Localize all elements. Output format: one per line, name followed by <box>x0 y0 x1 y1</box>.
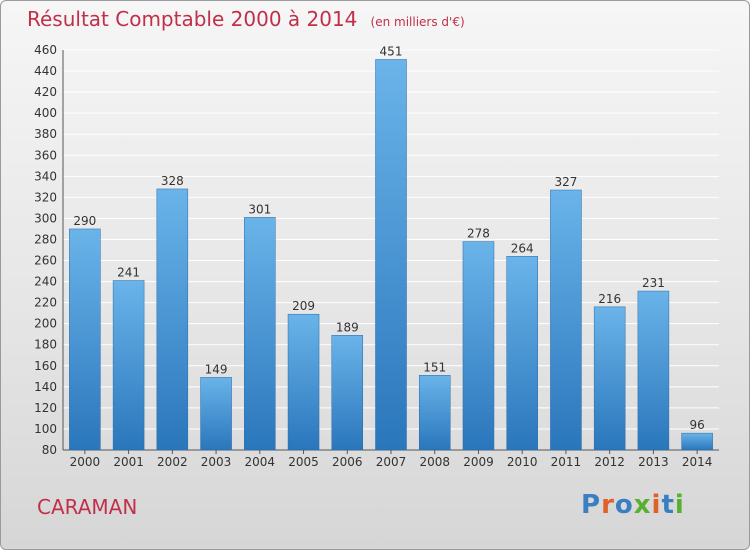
data-label: 328 <box>161 174 184 188</box>
y-tick-label: 420 <box>34 85 57 99</box>
logo-letter: t <box>661 490 675 520</box>
y-tick-label: 180 <box>34 338 57 352</box>
data-label: 151 <box>423 360 446 374</box>
y-tick-label: 200 <box>34 317 57 331</box>
bar <box>462 241 495 451</box>
y-tick-label: 280 <box>34 232 57 246</box>
y-tick-label: 140 <box>34 380 57 394</box>
x-tick-label: 2014 <box>682 455 713 469</box>
y-tick-label: 460 <box>34 43 57 57</box>
x-tick-label: 2007 <box>376 455 407 469</box>
data-label: 189 <box>336 320 359 334</box>
data-label: 216 <box>598 292 621 306</box>
bar <box>69 228 101 451</box>
data-label: 149 <box>205 362 228 376</box>
x-tick-label: 2004 <box>245 455 276 469</box>
y-tick-label: 380 <box>34 127 57 141</box>
y-tick-label: 320 <box>34 190 57 204</box>
bar <box>418 375 451 451</box>
x-tick-label: 2013 <box>638 455 669 469</box>
title-row: Résultat Comptable 2000 à 2014 (en milli… <box>27 7 465 31</box>
data-label: 209 <box>292 299 315 313</box>
x-tick-label: 2003 <box>201 455 232 469</box>
y-tick-label: 340 <box>34 169 57 183</box>
data-label: 451 <box>380 44 403 58</box>
bar <box>506 256 538 451</box>
y-tick-label: 260 <box>34 254 57 268</box>
x-tick-label: 2002 <box>157 455 188 469</box>
bar <box>112 280 145 451</box>
bar <box>593 306 626 451</box>
logo-letter: r <box>601 490 615 520</box>
logo-letter: i <box>674 490 685 520</box>
data-label: 241 <box>117 266 140 280</box>
logo-letter: x <box>633 490 652 520</box>
bar <box>550 189 582 451</box>
y-tick-label: 120 <box>34 401 57 415</box>
data-label: 231 <box>642 276 665 290</box>
x-tick-label: 2008 <box>419 455 450 469</box>
x-tick-label: 2001 <box>113 455 144 469</box>
y-tick-label: 240 <box>34 275 57 289</box>
y-tick-label: 300 <box>34 211 57 225</box>
bar <box>637 290 670 451</box>
chart-title: Résultat Comptable 2000 à 2014 <box>27 7 358 31</box>
bar <box>156 188 189 451</box>
y-tick-label: 440 <box>34 64 57 78</box>
x-tick-label: 2012 <box>594 455 625 469</box>
logo-letter: i <box>651 490 662 520</box>
data-label: 301 <box>248 202 271 216</box>
data-label: 327 <box>554 175 577 189</box>
bar <box>681 432 713 451</box>
data-label: 278 <box>467 227 490 241</box>
x-tick-label: 2011 <box>551 455 582 469</box>
data-label: 96 <box>689 418 704 432</box>
y-tick-label: 400 <box>34 106 57 120</box>
logo-letter: o <box>614 490 634 520</box>
data-label: 290 <box>73 214 96 228</box>
bar <box>375 59 407 451</box>
y-tick-label: 160 <box>34 359 57 373</box>
x-tick-label: 2009 <box>463 455 494 469</box>
town-name: CARAMAN <box>37 495 138 519</box>
data-label: 264 <box>511 241 534 255</box>
y-tick-label: 100 <box>34 422 57 436</box>
y-tick-label: 220 <box>34 296 57 310</box>
x-tick-label: 2000 <box>70 455 101 469</box>
y-tick-label: 360 <box>34 148 57 162</box>
chart-subtitle: (en milliers d'€) <box>370 15 465 29</box>
x-tick-label: 2005 <box>288 455 319 469</box>
bar <box>244 217 276 451</box>
bar <box>287 313 320 451</box>
logo-letter: P <box>581 490 602 520</box>
bar <box>331 335 364 451</box>
y-tick-label: 80 <box>42 443 57 457</box>
bar <box>200 377 232 451</box>
proxiti-logo: Proxiti <box>581 490 685 520</box>
x-tick-label: 2010 <box>507 455 538 469</box>
x-tick-label: 2006 <box>332 455 363 469</box>
